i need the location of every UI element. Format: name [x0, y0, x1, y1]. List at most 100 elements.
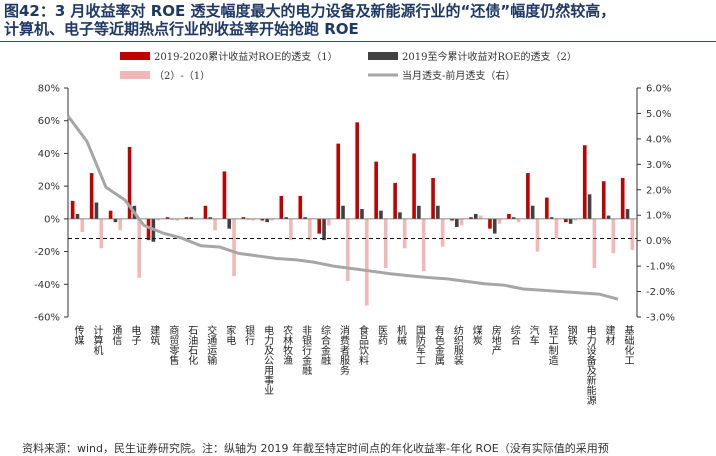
bar	[175, 218, 179, 221]
source-note: 资料来源：wind，民生证券研究院。注：纵轴为 2019 年截至特定时间点的年化…	[22, 442, 609, 455]
category-label: 基础化工	[622, 324, 634, 365]
bar	[270, 218, 274, 221]
bar	[303, 217, 307, 219]
bar	[203, 205, 208, 219]
category-label: 通信	[110, 325, 122, 346]
bar	[284, 217, 288, 219]
left-tick-label: -60%	[34, 313, 60, 324]
bar	[208, 217, 213, 219]
category-label: 建筑	[148, 324, 160, 345]
right-tick-label: 3.0%	[646, 160, 671, 171]
category-label: 煤炭	[470, 324, 482, 346]
bar	[535, 218, 540, 252]
right-tick-label: 5.0%	[646, 109, 671, 120]
bar	[549, 217, 554, 219]
category-label: 汽车	[527, 324, 539, 346]
right-tick-label: 2.0%	[646, 185, 671, 196]
bar	[611, 218, 616, 254]
legend-label: 2019至今累计收益对ROE的透支（2）	[402, 50, 577, 63]
bar	[94, 202, 99, 219]
bar	[108, 210, 113, 219]
bar	[383, 218, 388, 268]
left-tick-label: 60%	[38, 116, 60, 127]
category-label: 石油石化	[186, 325, 198, 365]
bar	[156, 218, 160, 221]
bar	[511, 217, 516, 219]
bar	[360, 209, 364, 219]
bar	[355, 122, 359, 219]
bar	[620, 177, 625, 219]
bar	[625, 209, 630, 219]
bar	[402, 218, 407, 249]
bar	[469, 217, 473, 219]
bar	[412, 153, 416, 219]
right-tick-label: -2.0%	[646, 287, 675, 298]
bar	[374, 161, 378, 219]
bar	[327, 218, 331, 226]
legend-swatch	[120, 71, 150, 79]
figure-title: 图42：3 月收益率对 ROE 透支幅度最大的电力设备及新能源行业的“还债”幅度…	[4, 2, 710, 38]
bar	[436, 205, 440, 219]
category-label: 农林牧渔	[281, 324, 293, 366]
bar	[440, 218, 445, 247]
category-label: 食品饮料	[356, 324, 368, 366]
bar	[393, 182, 397, 219]
bar	[113, 218, 118, 223]
right-tick-label: 0.0%	[646, 236, 671, 247]
bar	[431, 177, 435, 219]
bar	[146, 218, 151, 241]
category-label: 传媒	[72, 325, 84, 346]
left-tick-label: 80%	[38, 84, 60, 95]
category-label: 综合	[508, 324, 520, 346]
category-label: 商贸零售	[167, 324, 179, 366]
bar	[379, 210, 383, 219]
bar	[507, 213, 511, 219]
bar	[298, 195, 303, 219]
category-label: 电子	[129, 324, 141, 345]
bar	[80, 218, 85, 232]
bar	[265, 218, 269, 223]
right-tick-label: 1.0%	[646, 211, 671, 222]
bar	[89, 173, 94, 219]
bar	[398, 212, 402, 219]
bar	[364, 218, 369, 306]
bar	[630, 218, 635, 250]
bar	[526, 173, 530, 219]
bar	[492, 218, 497, 234]
bar	[573, 218, 578, 221]
left-tick-label: 20%	[38, 182, 60, 193]
bar	[341, 205, 345, 219]
bar	[118, 218, 123, 231]
category-label: 有色金属	[432, 324, 444, 366]
legend-label: （2）-（1）	[154, 70, 210, 82]
bar	[478, 215, 483, 219]
bar	[516, 218, 521, 223]
bar	[336, 143, 341, 219]
bar	[421, 218, 426, 272]
legend-swatch	[120, 52, 150, 60]
right-tick-label: -3.0%	[646, 313, 675, 324]
category-label: 电力设备及新能源	[584, 324, 596, 406]
category-label: 银行	[243, 324, 255, 346]
bar	[279, 195, 284, 219]
category-label: 钢铁	[565, 324, 577, 346]
left-tick-label: 0%	[44, 214, 60, 225]
category-label: 医药	[375, 325, 387, 346]
series-line	[66, 115, 619, 301]
bar	[459, 218, 464, 226]
category-label: 机械	[394, 324, 406, 346]
category-label: 家电	[224, 324, 236, 345]
category-label: 交通运输	[205, 324, 217, 366]
bar	[165, 217, 170, 219]
bar	[554, 218, 559, 239]
bar	[70, 200, 75, 219]
bar	[232, 218, 236, 277]
left-tick-label: -20%	[34, 247, 60, 258]
title-line-2: 计算机、电子等近期热点行业的收益率开始抢跑 ROE	[4, 20, 359, 38]
bar	[222, 171, 227, 219]
category-label: 房地产	[489, 324, 501, 356]
right-tick-label: 4.0%	[646, 134, 671, 145]
right-tick-label: -1.0%	[646, 262, 675, 273]
bar	[213, 218, 217, 231]
